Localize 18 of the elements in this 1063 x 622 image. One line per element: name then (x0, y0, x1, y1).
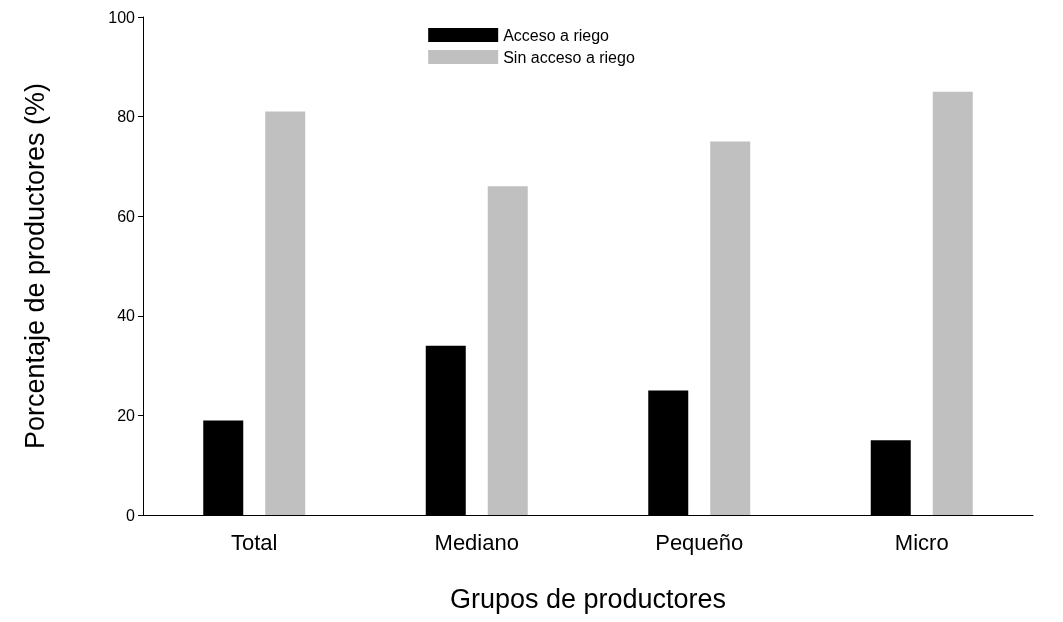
y-axis-title: Porcentaje de productores (%) (19, 82, 50, 450)
x-tick-label: Micro (894, 529, 949, 555)
y-tick-label: 20 (117, 406, 136, 424)
legend-label: Sin acceso a riego (503, 48, 635, 66)
y-tick-label: 40 (117, 307, 136, 325)
x-tick-label: Total (231, 529, 278, 555)
y-tick-label: 60 (117, 207, 136, 225)
x-tick-label: Mediano (434, 529, 519, 555)
x-tick-label: Pequeño (655, 529, 744, 555)
bar (265, 111, 306, 515)
y-tick-label: 80 (117, 108, 136, 126)
y-tick-label: 100 (108, 8, 136, 26)
bar (487, 186, 528, 515)
y-tick-label: 0 (126, 506, 136, 524)
bar (710, 141, 751, 515)
x-axis-title: Grupos de productores (449, 583, 727, 614)
bar (932, 91, 973, 515)
legend-label: Acceso a riego (503, 26, 610, 44)
